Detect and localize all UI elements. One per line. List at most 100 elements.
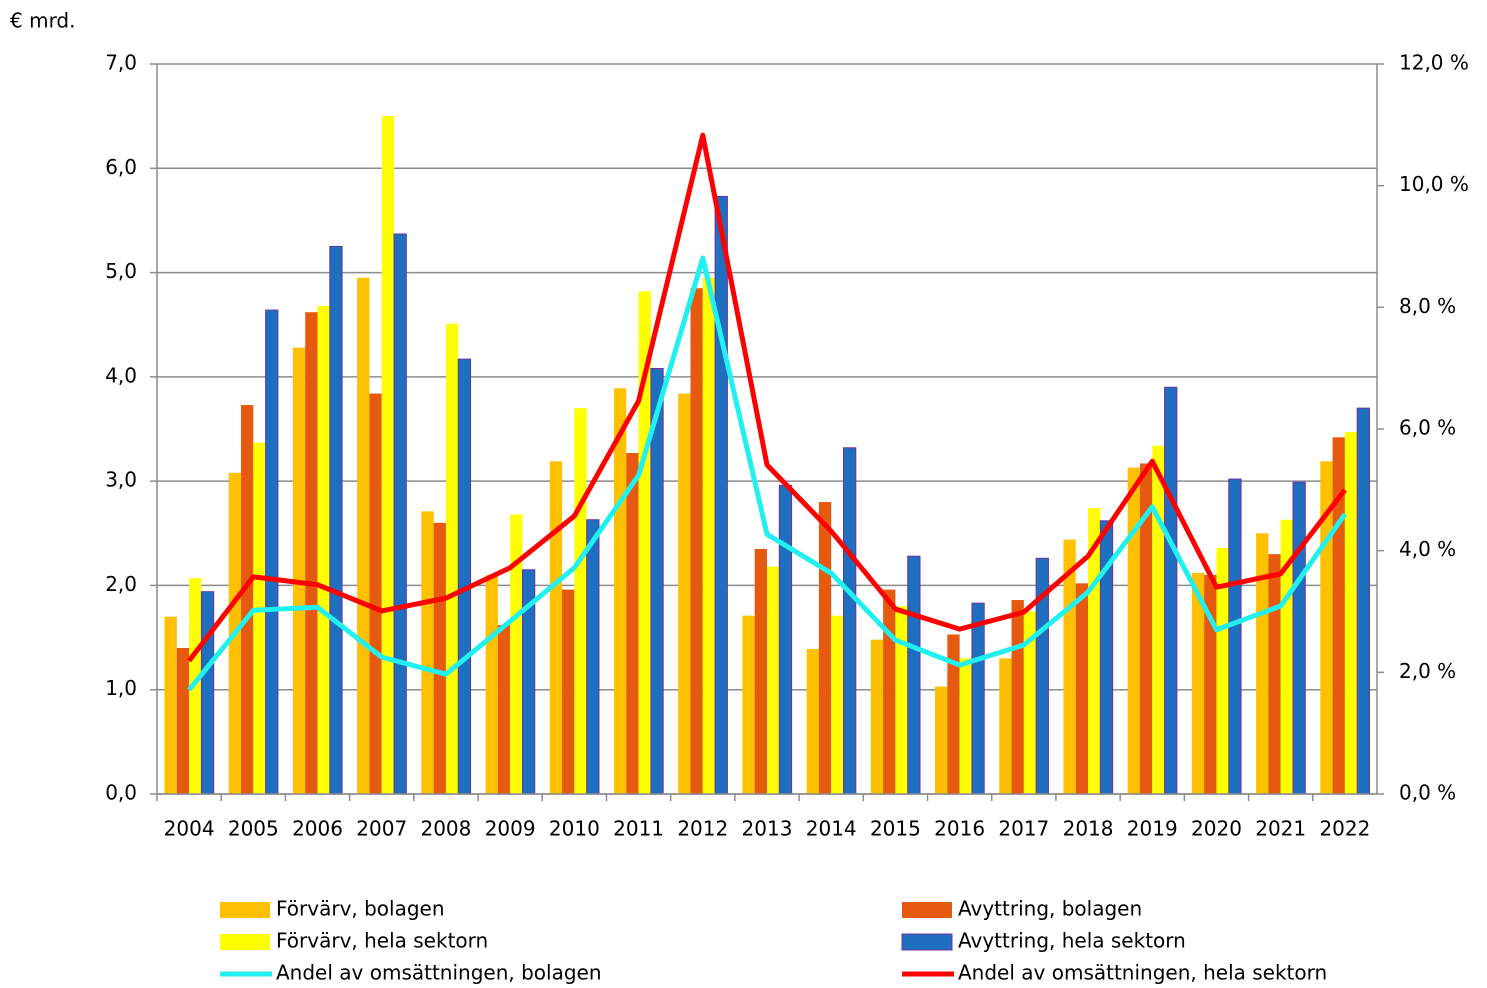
bar — [1344, 432, 1358, 794]
bar — [433, 522, 446, 794]
x-tick-label: 2015 — [870, 817, 921, 841]
y-tick-label: 7,0 — [105, 51, 137, 75]
x-tick-label: 2021 — [1255, 817, 1306, 841]
bar — [1075, 583, 1089, 794]
bar — [883, 589, 896, 794]
bar — [445, 323, 459, 794]
bar — [176, 648, 190, 794]
bar — [870, 639, 884, 794]
x-tick-label: 2022 — [1319, 817, 1370, 841]
legend-swatch — [902, 902, 952, 918]
bar — [485, 575, 498, 794]
x-tick-label: 2011 — [613, 817, 664, 841]
bar — [1216, 547, 1229, 794]
bar — [586, 519, 600, 795]
bar — [971, 602, 985, 795]
bar — [778, 484, 793, 795]
bar — [1356, 407, 1370, 795]
x-tick-label: 2018 — [1063, 817, 1114, 841]
x-tick-label: 2012 — [677, 817, 728, 841]
y-axis-label: € mrd. — [10, 9, 76, 33]
bar — [497, 625, 511, 794]
y2-tick-label: 0,0 % — [1399, 781, 1456, 805]
bar — [818, 502, 832, 794]
x-tick-label: 2013 — [742, 817, 793, 841]
bar — [1228, 478, 1242, 795]
bar — [626, 452, 639, 794]
bar — [806, 649, 819, 794]
x-tick-label: 2005 — [228, 817, 279, 841]
bar — [1256, 533, 1269, 794]
bar — [690, 288, 703, 794]
bar — [1204, 575, 1217, 794]
y-tick-label: 6,0 — [105, 155, 137, 179]
bar — [549, 461, 563, 794]
y2-tick-label: 10,0 % — [1399, 172, 1469, 196]
line — [187, 255, 1347, 692]
bar — [1280, 519, 1293, 794]
y-tick-label: 5,0 — [105, 259, 137, 283]
x-tick-label: 2008 — [420, 817, 471, 841]
y2-tick-label: 8,0 % — [1399, 294, 1456, 318]
bar — [767, 566, 780, 794]
x-tick-label: 2016 — [934, 817, 985, 841]
bar — [164, 616, 177, 794]
bar — [1191, 572, 1205, 794]
bar — [714, 195, 728, 795]
bar — [457, 358, 472, 795]
bar — [1292, 481, 1306, 795]
bar — [241, 405, 254, 794]
bar — [1164, 386, 1178, 795]
y-tick-label: 3,0 — [105, 468, 137, 492]
bar — [742, 615, 755, 794]
x-tick-label: 2017 — [998, 817, 1049, 841]
x-tick-label: 2014 — [806, 817, 857, 841]
x-tick-label: 2007 — [356, 817, 407, 841]
legend-label: Förvärv, hela sektorn — [276, 929, 488, 953]
bar — [1127, 467, 1140, 794]
bar — [1011, 600, 1024, 794]
bar — [895, 606, 908, 794]
x-tick-label: 2019 — [1127, 817, 1178, 841]
bar — [754, 548, 767, 794]
bar — [613, 388, 627, 794]
bar — [1023, 611, 1037, 794]
bar — [1152, 445, 1165, 794]
bar — [935, 686, 948, 794]
bar — [369, 393, 382, 794]
x-tick-label: 2020 — [1191, 817, 1242, 841]
y-tick-label: 1,0 — [105, 676, 137, 700]
bar — [562, 589, 575, 794]
y2-tick-label: 4,0 % — [1399, 537, 1456, 561]
bar — [265, 309, 279, 795]
legend-label: Avyttring, bolagen — [958, 897, 1142, 921]
bar — [907, 555, 921, 795]
bar — [843, 447, 857, 795]
bar — [638, 291, 651, 794]
bar — [317, 305, 330, 794]
legend-swatch — [220, 902, 270, 918]
bar — [574, 408, 587, 794]
bar — [381, 116, 395, 794]
y-tick-label: 0,0 — [105, 781, 137, 805]
legend-label: Andel av omsättningen, hela sektorn — [958, 961, 1327, 985]
x-tick-label: 2010 — [549, 817, 600, 841]
y2-tick-label: 6,0 % — [1399, 416, 1456, 440]
x-tick-label: 2004 — [164, 817, 215, 841]
bar — [253, 442, 266, 794]
x-tick-label: 2009 — [485, 817, 536, 841]
bar — [510, 514, 523, 794]
y2-tick-label: 2,0 % — [1399, 659, 1456, 683]
bar — [292, 347, 306, 794]
legend-swatch — [901, 933, 953, 951]
bar — [947, 634, 960, 794]
legend-label: Avyttring, hela sektorn — [958, 929, 1186, 953]
legend-label: Förvärv, bolagen — [276, 897, 445, 921]
bar — [357, 277, 370, 794]
bar — [421, 511, 434, 794]
legend-swatch — [220, 934, 270, 950]
bar — [1268, 554, 1281, 794]
bar — [999, 658, 1012, 794]
x-tick-label: 2006 — [292, 817, 343, 841]
